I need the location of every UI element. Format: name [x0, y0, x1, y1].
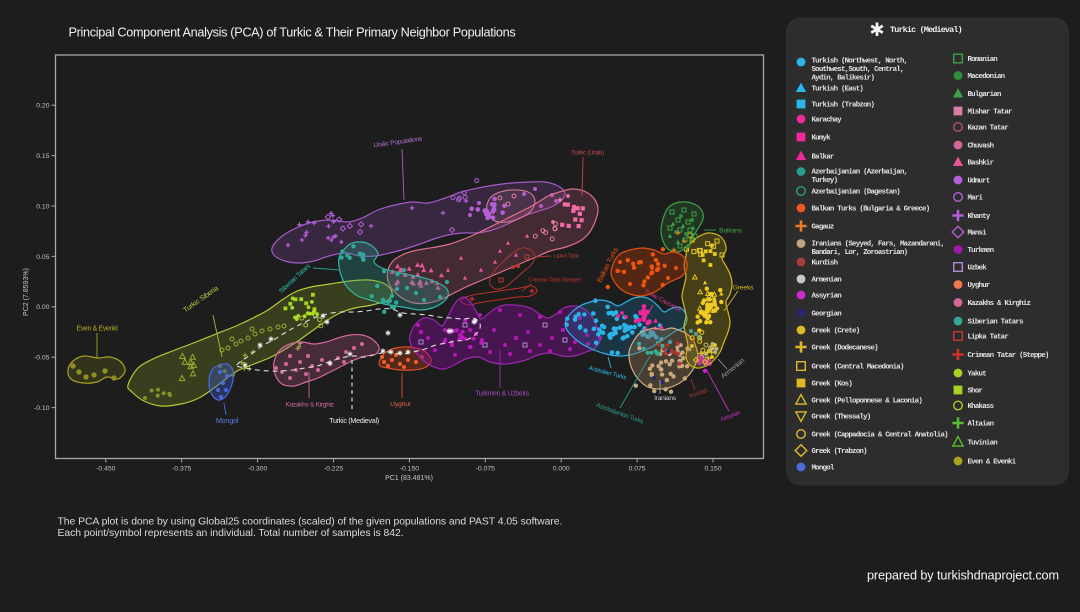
svg-text:Balkan Turks (Bulgaria & Greec: Balkan Turks (Bulgaria & Greece)	[812, 206, 930, 214]
svg-text:Chuvash: Chuvash	[968, 143, 994, 151]
svg-text:Aydin, Balikesir): Aydin, Balikesir)	[812, 75, 875, 83]
svg-text:Uyghur: Uyghur	[390, 401, 412, 408]
svg-text:0.20: 0.20	[36, 103, 49, 110]
svg-text:Each point/symbol represents a: Each point/symbol represents an individu…	[58, 528, 404, 539]
svg-text:Macedonian: Macedonian	[968, 73, 1005, 81]
svg-text:Crimean Tatar (Steppe): Crimean Tatar (Steppe)	[968, 352, 1049, 360]
svg-text:Even & Evenki: Even & Evenki	[77, 326, 119, 333]
svg-text:Turkish (East): Turkish (East)	[812, 86, 864, 94]
svg-text:The PCA plot is done by using: The PCA plot is done by using Global25 c…	[58, 517, 563, 528]
svg-text:Shor: Shor	[968, 388, 983, 396]
svg-text:Balkar: Balkar	[812, 154, 834, 162]
svg-text:Turkic (Medieval): Turkic (Medieval)	[329, 416, 379, 425]
svg-text:Azerbaijanian (Dagestan): Azerbaijanian (Dagestan)	[812, 189, 901, 197]
svg-text:0.150: 0.150	[704, 466, 721, 473]
svg-text:0.000: 0.000	[553, 466, 570, 473]
svg-text:Even & Evenki: Even & Evenki	[968, 459, 1017, 467]
svg-text:Greek (Kos): Greek (Kos)	[812, 381, 853, 389]
svg-text:Kazakhs & Kirghiz: Kazakhs & Kirghiz	[968, 300, 1031, 308]
svg-text:Principal Component Analysis (: Principal Component Analysis (PCA) of Tu…	[69, 26, 516, 40]
svg-text:Turkmen: Turkmen	[968, 247, 994, 255]
svg-text:Greek (Thessaly): Greek (Thessaly)	[812, 414, 871, 422]
svg-text:Greeks: Greeks	[733, 285, 755, 292]
svg-text:Turkmen & Uzbeks: Turkmen & Uzbeks	[475, 391, 529, 398]
svg-text:Mishar Tatar: Mishar Tatar	[968, 109, 1013, 117]
svg-text:Bulgarian: Bulgarian	[968, 91, 1001, 99]
svg-text:Iranians (Seyyed, Fars, Mazand: Iranians (Seyyed, Fars, Mazandarani,	[812, 241, 945, 249]
svg-text:-0.450: -0.450	[96, 466, 115, 473]
svg-text:-0.150: -0.150	[400, 466, 419, 473]
svg-text:0.075: 0.075	[629, 466, 646, 473]
svg-text:Lipka Tatar: Lipka Tatar	[554, 254, 579, 260]
svg-text:Romanian: Romanian	[968, 56, 998, 64]
svg-text:Uyghur: Uyghur	[968, 282, 990, 290]
svg-text:Greek (Trabzon): Greek (Trabzon)	[812, 448, 868, 456]
svg-text:Khakass: Khakass	[968, 403, 994, 411]
svg-text:0.15: 0.15	[36, 153, 49, 160]
svg-text:Southwest,South, Central,: Southwest,South, Central,	[812, 66, 904, 74]
svg-text:Turkic (Medieval): Turkic (Medieval)	[890, 25, 962, 35]
svg-text:Mongol: Mongol	[216, 416, 239, 425]
svg-text:-0.10: -0.10	[34, 405, 50, 412]
svg-text:Kurdish: Kurdish	[689, 388, 709, 400]
svg-text:0.05: 0.05	[36, 254, 49, 261]
svg-text:Mongol: Mongol	[812, 465, 835, 473]
svg-text:Lipka Tatar: Lipka Tatar	[968, 334, 1009, 342]
svg-text:Turkish (Trabzon): Turkish (Trabzon)	[812, 102, 875, 110]
svg-text:Altaian: Altaian	[968, 421, 994, 429]
svg-text:Kumyk: Kumyk	[812, 135, 832, 143]
svg-text:Uzbek: Uzbek	[968, 265, 988, 273]
svg-text:-0.375: -0.375	[172, 466, 191, 473]
svg-text:-0.075: -0.075	[476, 466, 495, 473]
svg-text:Georgian: Georgian	[812, 311, 842, 319]
svg-text:-0.300: -0.300	[248, 466, 267, 473]
svg-text:Karachay: Karachay	[812, 117, 843, 125]
svg-text:Gagauz: Gagauz	[812, 224, 834, 232]
svg-text:Greek (Pelloponnese & Laconia): Greek (Pelloponnese & Laconia)	[812, 398, 923, 406]
svg-text:Greek (Dodecanese): Greek (Dodecanese)	[812, 345, 879, 353]
svg-text:Bandari, Lor, Zoroastrian): Bandari, Lor, Zoroastrian)	[812, 249, 908, 257]
svg-text:Bashkir: Bashkir	[968, 160, 994, 168]
svg-text:Armenian: Armenian	[812, 277, 842, 285]
svg-text:Azerbaijanian (Azerbaijan,: Azerbaijanian (Azerbaijan,	[812, 169, 908, 177]
svg-text:Greek (Cappadocia & Central An: Greek (Cappadocia & Central Anatolia)	[812, 432, 949, 440]
svg-text:Yakut: Yakut	[968, 371, 987, 379]
svg-text:Mari: Mari	[968, 195, 984, 203]
svg-text:Udmurt: Udmurt	[968, 178, 990, 186]
svg-text:-0.05: -0.05	[34, 355, 50, 362]
svg-text:Khanty: Khanty	[968, 213, 991, 221]
svg-text:Crimean Tatar (Steppe): Crimean Tatar (Steppe)	[528, 278, 581, 284]
svg-text:Siberian Tatars: Siberian Tatars	[968, 319, 1024, 327]
svg-text:-0.225: -0.225	[324, 466, 343, 473]
svg-text:0.10: 0.10	[36, 203, 49, 210]
svg-text:Balkans: Balkans	[719, 228, 743, 235]
svg-text:Greek (Crete): Greek (Crete)	[812, 328, 860, 336]
svg-text:Tuvinian: Tuvinian	[968, 440, 998, 448]
svg-text:Kazan Tatar: Kazan Tatar	[968, 125, 1009, 133]
svg-text:0.00: 0.00	[36, 304, 49, 311]
svg-text:PC2 (7.8593%): PC2 (7.8593%)	[23, 268, 30, 316]
svg-text:Iranians: Iranians	[654, 395, 677, 402]
svg-text:Mansi: Mansi	[968, 230, 988, 238]
svg-text:Turkic (Urals): Turkic (Urals)	[571, 150, 604, 157]
svg-text:Turkey): Turkey)	[812, 177, 838, 185]
svg-text:Greek (Central Macedonia): Greek (Central Macedonia)	[812, 364, 904, 372]
svg-text:Kurdish: Kurdish	[812, 260, 838, 268]
svg-text:Turkish (Northwest, North,: Turkish (Northwest, North,	[812, 58, 908, 66]
svg-text:Assyrian: Assyrian	[812, 293, 842, 301]
svg-text:Kazakhs & Kirghiz: Kazakhs & Kirghiz	[285, 402, 334, 409]
svg-text:PC1 (83.481%): PC1 (83.481%)	[385, 475, 433, 482]
svg-text:prepared by turkishdnaproject.: prepared by turkishdnaproject.com	[867, 569, 1059, 583]
